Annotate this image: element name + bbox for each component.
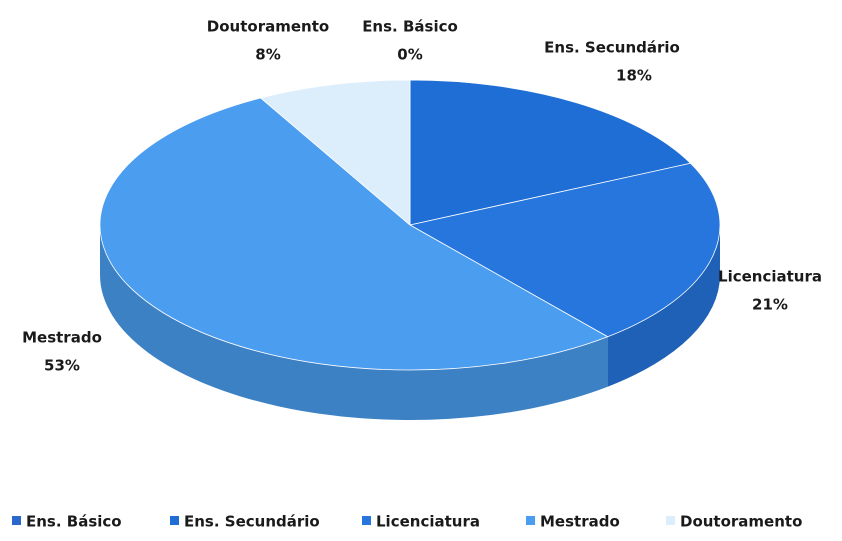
slice-side xyxy=(607,225,720,387)
legend-swatch xyxy=(362,516,371,525)
slice xyxy=(409,79,692,226)
data-label-value: 8% xyxy=(255,46,280,64)
slice xyxy=(259,79,411,226)
legend-label: Licenciatura xyxy=(376,513,480,531)
data-label-value: 0% xyxy=(397,46,422,64)
legend-label: Doutoramento xyxy=(680,513,802,531)
data-label-name: Mestrado xyxy=(22,329,102,347)
legend-swatch xyxy=(666,516,675,525)
slice xyxy=(99,97,609,371)
data-label-value: 53% xyxy=(44,357,80,375)
data-label-name: Ens. Secundário xyxy=(544,39,680,57)
legend-label: Ens. Secundário xyxy=(184,513,320,531)
data-label-name: Licenciatura xyxy=(718,268,822,286)
legend-swatch xyxy=(12,516,21,525)
legend-label: Ens. Básico xyxy=(26,513,122,531)
legend-swatch xyxy=(526,516,535,525)
legend-label: Mestrado xyxy=(540,513,620,531)
slice xyxy=(408,162,721,338)
data-label-name: Ens. Básico xyxy=(362,18,458,36)
data-label-name: Doutoramento xyxy=(207,18,329,36)
data-label-value: 18% xyxy=(616,67,652,85)
slice-side xyxy=(100,225,608,420)
legend-swatch xyxy=(170,516,179,525)
data-label-value: 21% xyxy=(752,296,788,314)
